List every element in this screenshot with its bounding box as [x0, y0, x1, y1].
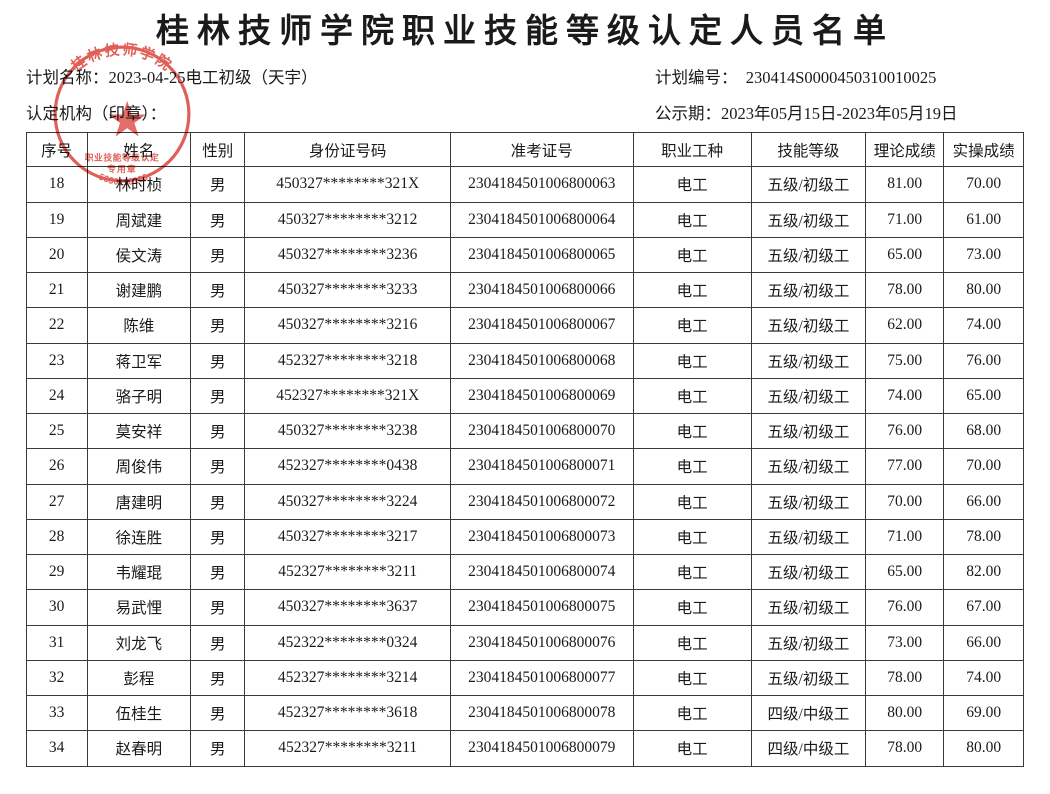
svg-text:专用章: 专用章 — [107, 163, 137, 174]
svg-text:职业技能等级认定: 职业技能等级认定 — [85, 152, 160, 163]
